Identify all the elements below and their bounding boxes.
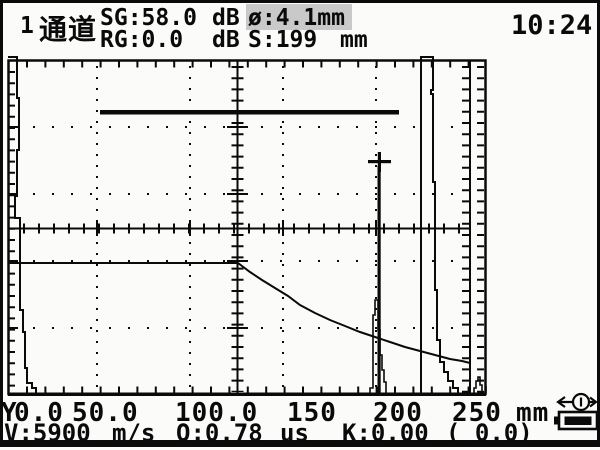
clock: 10:24 (511, 10, 593, 41)
axis-label-250: 250 (452, 398, 502, 428)
angle-readout: ( 0.0) (446, 419, 533, 447)
measurement-cursor (368, 152, 391, 393)
gain-unit: dB (212, 5, 240, 31)
axis-label-150: 150 (287, 398, 337, 428)
edge-blip-trace (473, 376, 487, 393)
initial-pulse-trace (8, 56, 37, 393)
ref-gain-unit: dB (212, 27, 240, 53)
highlight-box (246, 4, 352, 30)
gate-a-bar (100, 110, 399, 115)
probe-direction-icon (556, 392, 598, 412)
axis-label-200: 200 (373, 398, 423, 428)
zero-offset-readout: O:0.78 (176, 419, 263, 447)
channel-label: 通道 (39, 13, 98, 46)
axis-unit: mm (516, 398, 550, 428)
range-end-ruler (462, 60, 471, 393)
channel-number: 1 (20, 13, 34, 39)
k-value-readout: K:0.00 (342, 419, 429, 447)
axis-prefix: Y (1, 398, 18, 428)
beam-diameter-readout: ø:4.1mm (248, 5, 345, 31)
battery-full-icon (554, 410, 599, 431)
center-cross-rulers (8, 60, 470, 393)
gain-readout: SG:58.0 (100, 5, 197, 31)
sound-path-readout: S:199 (248, 27, 318, 53)
velocity-readout: V:5900 (4, 419, 91, 447)
axis-label-100: 100.0 (175, 398, 259, 428)
ref-gain-readout: RG:0.0 (100, 27, 184, 53)
echo-trace-2 (420, 56, 459, 393)
axis-label-0: 0.0 (14, 398, 64, 428)
dac-curve (8, 262, 471, 364)
axis-label-50: 50.0 (72, 398, 139, 428)
velocity-unit: m/s (112, 419, 156, 447)
sound-path-unit: mm (340, 27, 368, 53)
zero-offset-unit: us (280, 419, 309, 447)
plot-border-rulers (7, 59, 487, 396)
